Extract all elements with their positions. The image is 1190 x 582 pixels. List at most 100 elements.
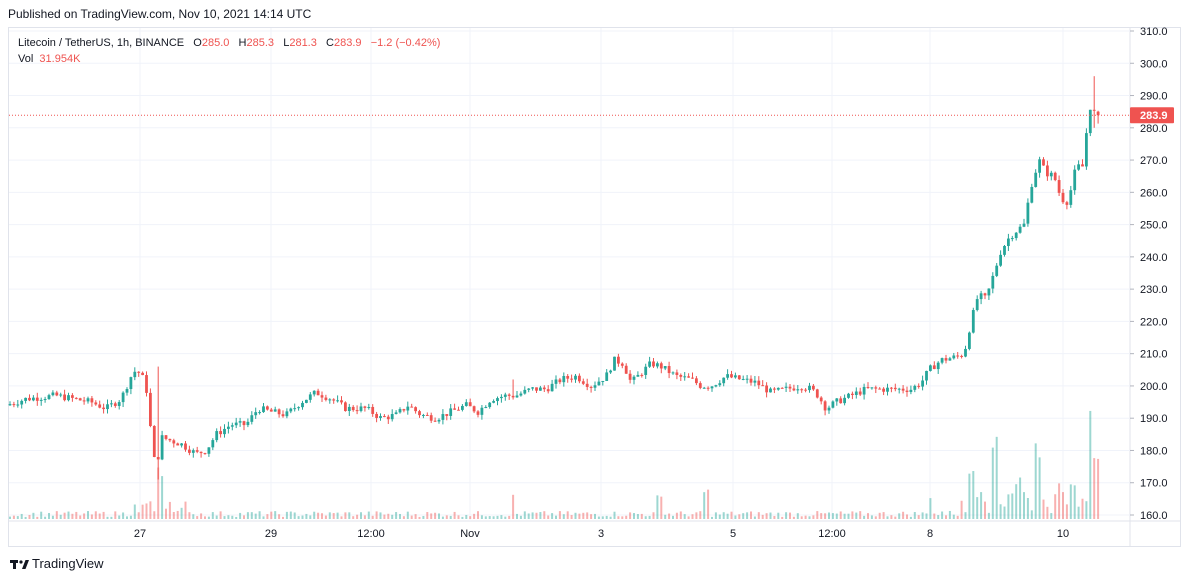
candle-body xyxy=(254,412,258,416)
volume-bar xyxy=(629,512,632,519)
volume-bar xyxy=(1019,477,1022,519)
candle-body xyxy=(227,426,230,429)
candle-body xyxy=(121,392,125,403)
volume-bar xyxy=(36,516,39,519)
volume-bar xyxy=(683,514,686,519)
volume-bar xyxy=(730,511,733,519)
volume-bar xyxy=(800,516,803,519)
candle-body xyxy=(761,385,765,387)
candle-body xyxy=(964,348,967,357)
volume-bar xyxy=(742,513,745,519)
candle-body xyxy=(570,378,573,380)
candle-body xyxy=(406,406,410,411)
volume-bar xyxy=(102,511,105,519)
volume-bar xyxy=(835,513,838,519)
volume-bar xyxy=(753,516,756,519)
volume-bar xyxy=(1058,483,1061,519)
volume-bar xyxy=(1003,506,1006,519)
volume-bar xyxy=(165,508,167,519)
volume-bar xyxy=(371,515,374,519)
candle-body xyxy=(156,456,160,460)
close-label: C xyxy=(326,37,334,49)
candle-body xyxy=(925,370,928,381)
volume-bar xyxy=(90,514,93,519)
volume-bar xyxy=(328,512,331,519)
candle-body xyxy=(8,404,12,406)
volume-bar xyxy=(831,513,834,519)
tradingview-logo-icon xyxy=(10,558,29,570)
candle-body xyxy=(176,443,180,446)
chart-frame[interactable] xyxy=(8,27,1181,547)
candle-body xyxy=(1061,192,1065,203)
candle-body xyxy=(968,332,971,349)
candle-body xyxy=(476,411,480,415)
candle-body xyxy=(605,372,609,381)
candle-body xyxy=(698,383,702,388)
volume-bar xyxy=(356,514,359,519)
volume-bar xyxy=(964,512,967,519)
volume-bar xyxy=(352,516,355,519)
volume-bar xyxy=(215,515,218,519)
y-tick-label: 190.0 xyxy=(1140,413,1168,425)
candle-body xyxy=(796,389,800,391)
volume-bar xyxy=(59,514,62,519)
candle-body xyxy=(648,361,651,367)
volume-bar xyxy=(297,516,300,519)
volume-bar xyxy=(492,516,495,519)
volume-bar xyxy=(430,513,433,519)
candle-body xyxy=(1053,172,1057,181)
candle-body xyxy=(808,385,811,391)
candle-body xyxy=(433,420,437,422)
candle-body xyxy=(624,365,628,374)
candle-body xyxy=(398,409,402,413)
candle-body xyxy=(16,404,20,406)
tradingview-logo[interactable]: TradingView xyxy=(10,556,104,571)
volume-bar xyxy=(777,512,780,519)
candle-body xyxy=(414,407,417,412)
candle-body xyxy=(301,402,304,408)
candle-body xyxy=(55,392,59,396)
low-value: 281.3 xyxy=(289,37,317,49)
candle-body xyxy=(952,355,956,359)
candle-body xyxy=(20,400,24,405)
volume-bar xyxy=(796,513,799,519)
volume-bar xyxy=(933,513,936,519)
candle-body xyxy=(940,358,944,363)
candle-body xyxy=(628,373,632,380)
volume-bar xyxy=(1065,504,1068,519)
volume-bar xyxy=(16,516,19,519)
candle-body xyxy=(659,363,663,369)
volume-bar xyxy=(812,515,815,519)
volume-bar xyxy=(874,516,877,519)
volume-bar xyxy=(87,511,89,519)
last-price-label: 283.9 xyxy=(1140,110,1168,122)
candle-body xyxy=(948,358,952,361)
volume-bar xyxy=(590,514,593,519)
y-tick-label: 230.0 xyxy=(1140,284,1168,296)
volume-bar xyxy=(960,500,963,519)
volume-bar xyxy=(976,497,979,519)
volume-bar xyxy=(223,516,226,519)
volume-bar xyxy=(863,515,866,519)
volume-bar xyxy=(301,515,304,519)
volume-bar xyxy=(172,512,175,519)
candle-body xyxy=(975,299,979,311)
candle-body xyxy=(991,275,995,289)
symbol-title[interactable]: Litecoin / TetherUS, 1h, BINANCE xyxy=(18,37,185,49)
volume-bar xyxy=(184,501,187,519)
volume-bar xyxy=(594,513,596,519)
volume-bar xyxy=(746,512,749,519)
volume-bar xyxy=(543,511,546,519)
candle-body xyxy=(652,361,655,367)
volume-bar xyxy=(804,515,807,519)
y-tick-label: 170.0 xyxy=(1140,478,1168,490)
candle-body xyxy=(152,426,156,457)
candle-body xyxy=(589,386,593,388)
volume-bar xyxy=(952,514,955,519)
volume-bar xyxy=(808,516,811,519)
candle-body xyxy=(901,388,905,391)
volume-bar xyxy=(293,512,296,519)
candle-body xyxy=(656,363,659,367)
volume-bar xyxy=(617,516,620,519)
